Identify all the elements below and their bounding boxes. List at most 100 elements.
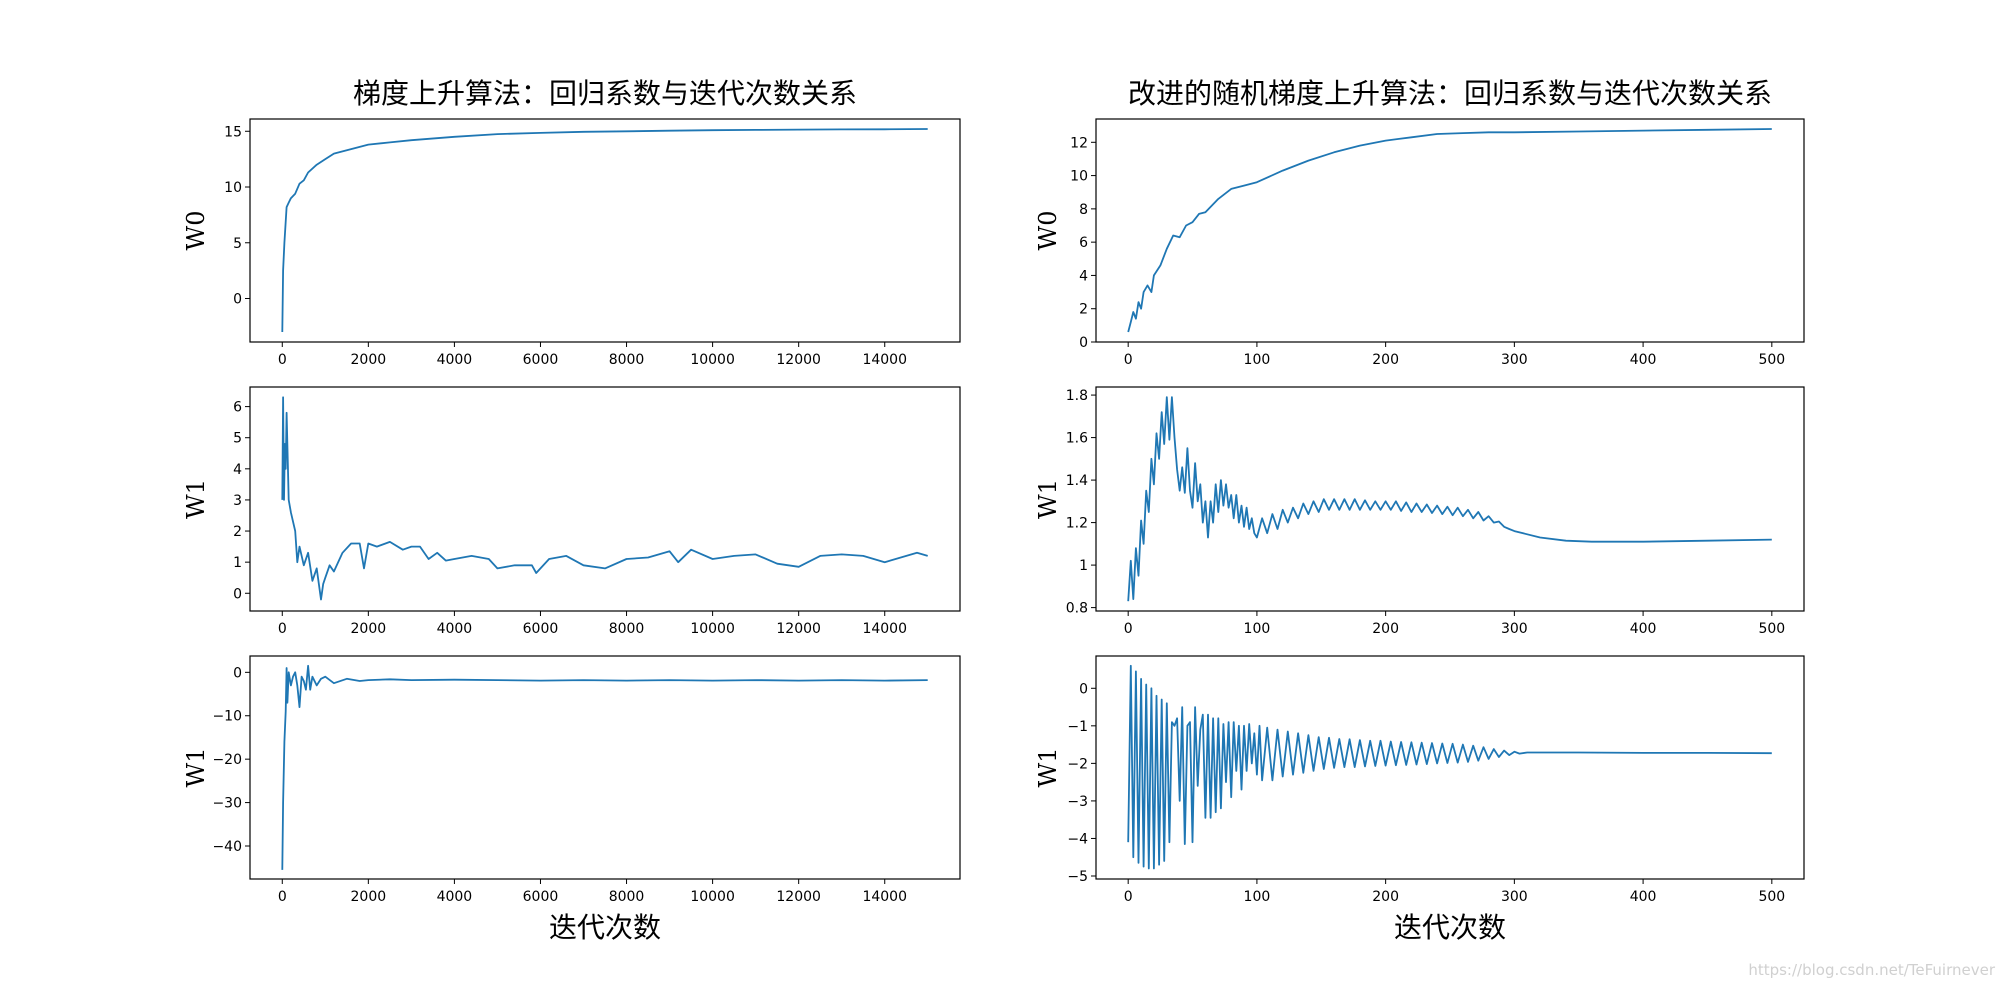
series-line bbox=[281, 128, 928, 333]
x-axis-label: 迭代次数 bbox=[549, 911, 661, 944]
x-tick-label: 300 bbox=[1501, 621, 1528, 637]
x-tick-label: 400 bbox=[1630, 621, 1657, 637]
y-tick-label: 3 bbox=[233, 493, 242, 509]
y-tick-label: 5 bbox=[233, 431, 242, 447]
y-tick-label: 6 bbox=[233, 400, 242, 416]
y-axis-label: W1 bbox=[182, 479, 210, 519]
y-tick-label: −3 bbox=[1067, 794, 1088, 810]
subplot-title: 改进的随机梯度上升算法：回归系数与迭代次数关系 bbox=[1128, 77, 1772, 110]
x-tick-label: 300 bbox=[1501, 352, 1528, 368]
x-tick-label: 0 bbox=[1124, 889, 1133, 905]
y-tick-label: 8 bbox=[1079, 202, 1088, 218]
y-tick-label: 1.6 bbox=[1066, 431, 1088, 447]
y-tick-label: 2 bbox=[1079, 302, 1088, 318]
x-tick-label: 10000 bbox=[690, 621, 735, 637]
subplot-1: 0 2000 4000 6000 8000 10000 12000 14000 0 5 10 15 W0… bbox=[182, 77, 961, 368]
y-tick-label: 5 bbox=[233, 236, 242, 252]
x-tick-label: 10000 bbox=[690, 352, 735, 368]
series-line bbox=[1127, 396, 1772, 602]
y-tick-label: 0 bbox=[1079, 335, 1088, 351]
y-tick-label: −4 bbox=[1067, 831, 1088, 847]
x-tick-label: 2000 bbox=[351, 621, 387, 637]
series-line bbox=[281, 396, 928, 601]
x-tick-label: 14000 bbox=[862, 889, 907, 905]
y-tick-label: 2 bbox=[233, 524, 242, 540]
x-axis-label: 迭代次数 bbox=[1394, 911, 1506, 944]
y-axis-label: W0 bbox=[1034, 211, 1062, 251]
y-tick-label: 0 bbox=[233, 665, 242, 681]
x-tick-label: 14000 bbox=[862, 621, 907, 637]
y-tick-label: 1 bbox=[1079, 558, 1088, 574]
x-tick-label: 100 bbox=[1244, 889, 1271, 905]
axes-frame bbox=[249, 118, 961, 343]
subplot-2: 0 100 200 300 400 500 0 2 4 6 8 10 12 W0 改进的随机梯度上升算法：回… bbox=[1034, 77, 1805, 368]
x-tick-label: 400 bbox=[1630, 352, 1657, 368]
x-tick-label: 12000 bbox=[776, 352, 821, 368]
x-tick-label: 500 bbox=[1758, 352, 1785, 368]
x-tick-label: 8000 bbox=[609, 352, 645, 368]
x-tick-label: 200 bbox=[1372, 621, 1399, 637]
subplot-6: 0 100 200 300 400 500 −5 −4 −3 −2 −1 0 W1 迭代次数 bbox=[1034, 655, 1805, 944]
y-tick-label: −2 bbox=[1067, 756, 1088, 772]
subplot-4: 0 100 200 300 400 500 0.8 1 1.2 1.4 1.6 1.8 W1 bbox=[1034, 386, 1805, 637]
y-tick-label: 10 bbox=[1070, 169, 1088, 185]
y-tick-label: 1.2 bbox=[1066, 516, 1088, 532]
y-tick-label: 10 bbox=[224, 180, 242, 196]
x-tick-label: 500 bbox=[1758, 621, 1785, 637]
x-tick-label: 0 bbox=[1124, 352, 1133, 368]
x-tick-label: 8000 bbox=[609, 621, 645, 637]
axes-frame bbox=[1095, 655, 1805, 880]
y-tick-label: −1 bbox=[1067, 719, 1088, 735]
x-tick-label: 200 bbox=[1372, 352, 1399, 368]
subplot-title: 梯度上升算法：回归系数与迭代次数关系 bbox=[353, 77, 857, 110]
x-tick-label: 0 bbox=[278, 889, 287, 905]
x-tick-label: 200 bbox=[1372, 889, 1399, 905]
y-tick-label: 1.4 bbox=[1066, 473, 1088, 489]
y-tick-label: 0 bbox=[1079, 681, 1088, 697]
subplot-5: 0 2000 4000 6000 8000 10000 12000 14000 −40 −30 −2… bbox=[182, 655, 961, 944]
y-tick-label: 12 bbox=[1070, 135, 1088, 151]
series-line bbox=[1127, 128, 1772, 333]
y-tick-label: 4 bbox=[1079, 268, 1088, 284]
y-tick-label: 0 bbox=[233, 292, 242, 308]
y-tick-label: −10 bbox=[212, 709, 242, 725]
axes-frame bbox=[1095, 118, 1805, 343]
axes-frame bbox=[249, 386, 961, 612]
x-tick-label: 2000 bbox=[351, 889, 387, 905]
x-tick-label: 6000 bbox=[523, 621, 559, 637]
x-tick-label: 12000 bbox=[776, 889, 821, 905]
y-axis-label: W1 bbox=[1034, 479, 1062, 519]
x-tick-label: 10000 bbox=[690, 889, 735, 905]
axes-frame bbox=[249, 655, 961, 880]
y-tick-label: −5 bbox=[1067, 869, 1088, 885]
x-tick-label: 4000 bbox=[437, 621, 473, 637]
x-tick-label: 0 bbox=[278, 352, 287, 368]
y-tick-label: 1 bbox=[233, 555, 242, 571]
y-tick-label: −30 bbox=[212, 796, 242, 812]
y-axis-label: W1 bbox=[1034, 748, 1062, 788]
y-tick-label: −20 bbox=[212, 752, 242, 768]
x-tick-label: 400 bbox=[1630, 889, 1657, 905]
y-axis-label: W0 bbox=[182, 211, 210, 251]
y-tick-label: 0.8 bbox=[1066, 601, 1088, 617]
x-tick-label: 0 bbox=[1124, 621, 1133, 637]
y-axis-label: W1 bbox=[182, 748, 210, 788]
x-tick-label: 12000 bbox=[776, 621, 821, 637]
y-tick-label: 6 bbox=[1079, 235, 1088, 251]
y-tick-label: −40 bbox=[212, 839, 242, 855]
x-tick-label: 6000 bbox=[523, 352, 559, 368]
series-line bbox=[281, 664, 928, 870]
x-tick-label: 100 bbox=[1244, 621, 1271, 637]
x-tick-label: 100 bbox=[1244, 352, 1271, 368]
series-line bbox=[1127, 664, 1772, 870]
axes-frame bbox=[1095, 386, 1805, 612]
x-tick-label: 300 bbox=[1501, 889, 1528, 905]
subplot-3: 0 2000 4000 6000 8000 10000 12000 14000 0 1 2 3 4 5 6 W… bbox=[182, 386, 961, 637]
x-tick-label: 4000 bbox=[437, 352, 473, 368]
x-tick-label: 500 bbox=[1758, 889, 1785, 905]
x-tick-label: 6000 bbox=[523, 889, 559, 905]
x-tick-label: 0 bbox=[278, 621, 287, 637]
x-tick-label: 2000 bbox=[351, 352, 387, 368]
